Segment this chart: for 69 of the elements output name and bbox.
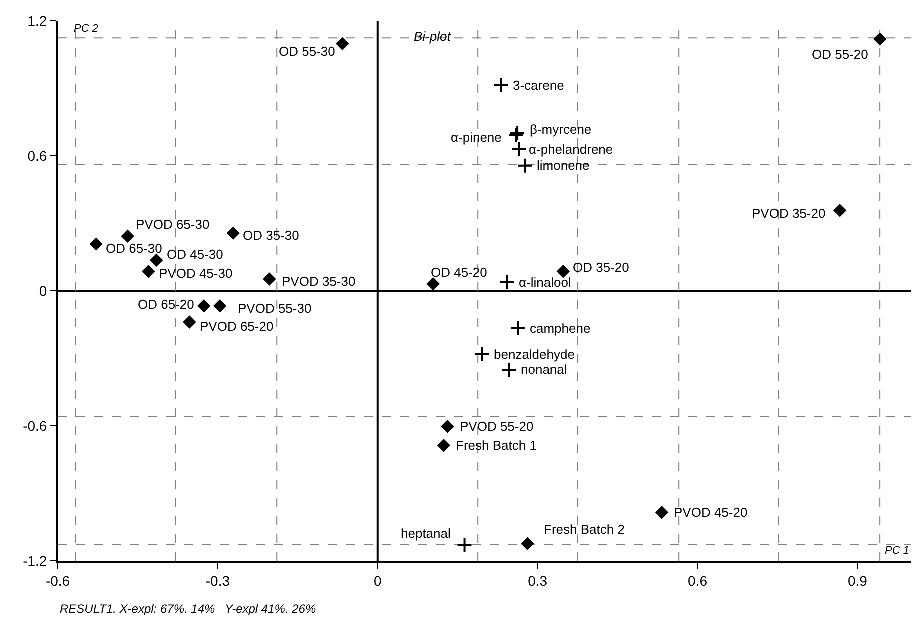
point bbox=[499, 274, 516, 290]
annotation: PVOD 65-20 bbox=[200, 319, 274, 334]
x-tick-label: 0.6 bbox=[688, 572, 708, 589]
point bbox=[90, 238, 103, 250]
annotation: OD 65-30 bbox=[106, 241, 162, 256]
annotation: OD 55-30 bbox=[279, 44, 336, 59]
point bbox=[501, 362, 518, 378]
annotation: OD 35-30 bbox=[243, 228, 300, 243]
point bbox=[227, 227, 240, 240]
annotation: PVOD 55-20 bbox=[460, 419, 534, 434]
annotation: nonanal bbox=[521, 362, 568, 377]
point bbox=[557, 265, 570, 278]
y-tick-label: -0.6 bbox=[23, 418, 48, 434]
y-tick-label: 1.2 bbox=[28, 12, 48, 29]
annotation: α-phelandrene bbox=[529, 142, 614, 157]
annotation: PVOD 45-20 bbox=[674, 505, 748, 520]
point bbox=[834, 204, 846, 217]
point bbox=[874, 33, 886, 46]
x-tick-label: -0.3 bbox=[206, 572, 230, 589]
point bbox=[263, 273, 276, 286]
point bbox=[142, 265, 155, 278]
annotation: PVOD 55-30 bbox=[238, 301, 312, 316]
annotation: heptanal bbox=[401, 526, 451, 541]
annotation: OD 35-20 bbox=[573, 260, 630, 275]
annotation: PVOD 35-30 bbox=[282, 274, 356, 289]
point bbox=[521, 538, 534, 550]
point bbox=[183, 316, 196, 328]
annotation: camphene bbox=[530, 321, 591, 336]
point bbox=[656, 506, 668, 519]
annotation: PVOD 45-30 bbox=[159, 266, 233, 281]
annotation: α-linalool bbox=[519, 275, 572, 290]
annotation: limonene bbox=[537, 158, 590, 173]
x-axis-title: PC 1 bbox=[885, 545, 910, 557]
point bbox=[150, 254, 163, 267]
point bbox=[336, 38, 349, 50]
point bbox=[517, 158, 534, 174]
point bbox=[456, 537, 473, 554]
annotation: Fresh Batch 1 bbox=[456, 438, 537, 453]
annotation: Fresh Batch 2 bbox=[544, 522, 625, 537]
x-tick-label: -0.6 bbox=[46, 572, 70, 589]
point bbox=[442, 420, 454, 433]
annotation: OD 55-20 bbox=[812, 47, 868, 62]
y-tick-label: 0.6 bbox=[28, 148, 48, 164]
annotation: PVOD 35-20 bbox=[752, 206, 826, 221]
annotation: OD 45-30 bbox=[167, 247, 224, 262]
point bbox=[511, 141, 528, 158]
x-tick-label: 0.3 bbox=[528, 572, 548, 589]
annotation: α-pinene bbox=[451, 130, 502, 145]
point bbox=[474, 346, 490, 362]
point bbox=[214, 300, 226, 312]
y-axis-title: PC 2 bbox=[74, 23, 98, 35]
point bbox=[427, 278, 440, 290]
x-tick-label: 0.9 bbox=[848, 572, 868, 589]
annotation: β-myrcene bbox=[530, 122, 592, 137]
x-tick-label: 0 bbox=[374, 572, 382, 589]
y-tick-label: 0 bbox=[39, 282, 48, 299]
point bbox=[493, 77, 510, 94]
annotation: 3-carene bbox=[513, 78, 564, 93]
point bbox=[438, 439, 450, 452]
point bbox=[122, 230, 134, 243]
annotation: OD 45-20 bbox=[431, 265, 488, 280]
point bbox=[510, 320, 526, 336]
point bbox=[198, 300, 210, 312]
text: Bi-plot bbox=[414, 29, 452, 44]
annotation: PVOD 65-30 bbox=[136, 217, 210, 232]
annotation: OD 65-20 bbox=[138, 297, 194, 312]
annotation: benzaldehyde bbox=[494, 347, 575, 362]
y-tick-label: -1.2 bbox=[23, 552, 48, 569]
text: RESULT1. X-expl: 67%. 14% Y-expl 41%. 26% bbox=[60, 602, 316, 616]
